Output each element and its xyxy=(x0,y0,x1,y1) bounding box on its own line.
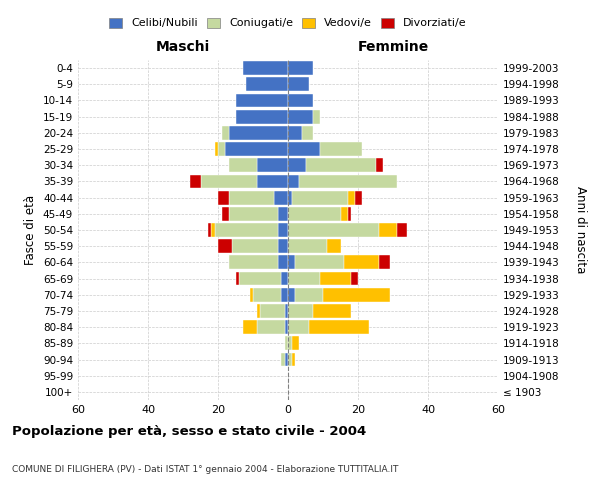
Bar xyxy=(288,352,292,366)
Bar xyxy=(235,94,288,108)
Bar xyxy=(232,240,277,253)
Bar xyxy=(281,272,288,285)
Bar xyxy=(288,256,295,270)
Bar xyxy=(309,320,368,334)
Bar xyxy=(218,190,229,204)
Bar xyxy=(292,352,295,366)
Bar xyxy=(288,223,379,237)
Bar xyxy=(281,352,284,366)
Bar xyxy=(225,142,288,156)
Bar xyxy=(326,240,341,253)
Legend: Celibi/Nubili, Coniugati/e, Vedovi/e, Divorziati/e: Celibi/Nubili, Coniugati/e, Vedovi/e, Di… xyxy=(105,13,471,33)
Bar xyxy=(288,94,313,108)
Bar xyxy=(218,240,232,253)
Bar xyxy=(299,174,397,188)
Bar xyxy=(347,190,355,204)
Bar xyxy=(211,223,215,237)
Bar xyxy=(257,320,284,334)
Bar xyxy=(242,61,288,75)
Bar xyxy=(260,304,284,318)
Bar xyxy=(284,336,288,350)
Bar xyxy=(246,78,288,91)
Bar xyxy=(288,158,305,172)
Bar xyxy=(302,126,313,140)
Bar xyxy=(288,110,313,124)
Bar xyxy=(288,207,341,220)
Bar xyxy=(274,190,288,204)
Bar xyxy=(257,174,288,188)
Bar xyxy=(347,207,351,220)
Text: Maschi: Maschi xyxy=(156,40,210,54)
Bar xyxy=(292,336,299,350)
Bar xyxy=(229,256,277,270)
Bar xyxy=(229,158,257,172)
Bar xyxy=(277,223,288,237)
Bar xyxy=(200,174,257,188)
Bar xyxy=(288,174,299,188)
Bar xyxy=(288,320,309,334)
Bar xyxy=(295,288,323,302)
Text: COMUNE DI FILIGHERA (PV) - Dati ISTAT 1° gennaio 2004 - Elaborazione TUTTITALIA.: COMUNE DI FILIGHERA (PV) - Dati ISTAT 1°… xyxy=(12,465,398,474)
Bar xyxy=(229,126,288,140)
Bar xyxy=(320,272,351,285)
Bar xyxy=(257,304,260,318)
Bar xyxy=(284,304,288,318)
Bar xyxy=(190,174,200,188)
Bar xyxy=(229,207,277,220)
Y-axis label: Anni di nascita: Anni di nascita xyxy=(574,186,587,274)
Bar xyxy=(288,142,320,156)
Bar xyxy=(253,288,281,302)
Bar xyxy=(292,190,347,204)
Bar xyxy=(284,352,288,366)
Bar xyxy=(288,288,295,302)
Bar xyxy=(288,190,292,204)
Bar xyxy=(221,126,229,140)
Bar xyxy=(284,320,288,334)
Bar xyxy=(288,61,313,75)
Bar xyxy=(313,304,351,318)
Bar xyxy=(221,207,229,220)
Bar xyxy=(250,288,253,302)
Bar xyxy=(320,142,361,156)
Bar xyxy=(242,320,257,334)
Bar xyxy=(341,207,347,220)
Bar xyxy=(295,256,344,270)
Bar xyxy=(355,190,361,204)
Bar xyxy=(313,110,320,124)
Text: Femmine: Femmine xyxy=(358,40,428,54)
Bar xyxy=(277,207,288,220)
Bar xyxy=(351,272,358,285)
Bar xyxy=(376,158,383,172)
Bar xyxy=(288,272,320,285)
Bar xyxy=(208,223,211,237)
Bar xyxy=(239,272,281,285)
Bar xyxy=(288,126,302,140)
Bar xyxy=(288,78,309,91)
Bar xyxy=(305,158,376,172)
Y-axis label: Fasce di età: Fasce di età xyxy=(25,195,37,265)
Bar xyxy=(215,223,277,237)
Bar xyxy=(235,272,239,285)
Bar xyxy=(397,223,407,237)
Bar xyxy=(257,158,288,172)
Bar xyxy=(288,240,326,253)
Bar xyxy=(215,142,218,156)
Bar xyxy=(323,288,389,302)
Bar xyxy=(281,288,288,302)
Bar xyxy=(379,256,389,270)
Bar xyxy=(277,256,288,270)
Text: Popolazione per età, sesso e stato civile - 2004: Popolazione per età, sesso e stato civil… xyxy=(12,425,366,438)
Bar xyxy=(277,240,288,253)
Bar xyxy=(235,110,288,124)
Bar xyxy=(288,336,292,350)
Bar xyxy=(379,223,397,237)
Bar xyxy=(229,190,274,204)
Bar xyxy=(288,304,313,318)
Bar xyxy=(344,256,379,270)
Bar xyxy=(218,142,225,156)
